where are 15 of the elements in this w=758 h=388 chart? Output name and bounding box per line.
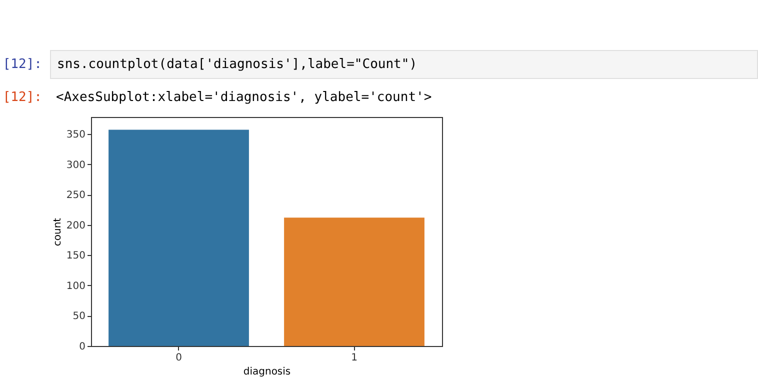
y-axis-title: count (52, 218, 64, 246)
y-tick-label: 50 (72, 311, 86, 322)
y-tick-label: 0 (79, 342, 86, 352)
y-tick-label: 350 (66, 129, 86, 140)
y-tick-label: 250 (66, 190, 86, 202)
x-tick-label: 1 (351, 352, 358, 364)
y-tick-label: 300 (66, 160, 86, 171)
y-tick-label: 150 (66, 250, 86, 262)
y-tick-label: 100 (66, 280, 86, 292)
x-axis-title: diagnosis (243, 366, 291, 378)
text: <AxesSubplot:xlabel='diagnosis', ylabel='count'> (55, 89, 433, 107)
text: sns.countplot(data['diagnosis'],label="Count") (50, 50, 758, 79)
text: [12]: (2, 57, 43, 72)
y-tick-label: 200 (66, 220, 86, 232)
text: [12]: (2, 90, 43, 105)
